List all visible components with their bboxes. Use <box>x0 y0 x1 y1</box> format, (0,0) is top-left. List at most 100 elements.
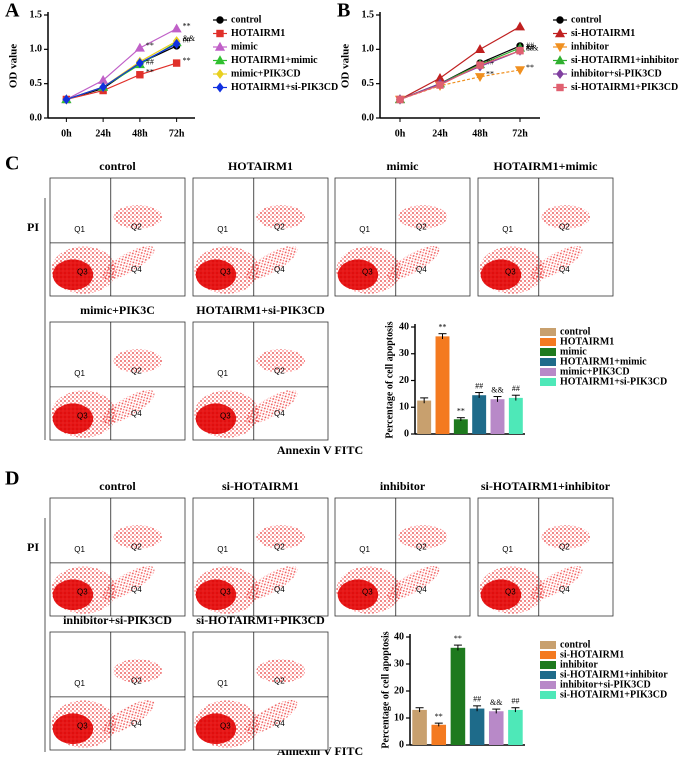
quadrant-label: Q4 <box>274 585 285 594</box>
significance-label: ** <box>486 70 494 79</box>
data-point <box>62 94 71 105</box>
significance-label: ** <box>435 712 443 721</box>
quadrant-label: Q4 <box>559 265 570 274</box>
legend-swatch <box>540 691 556 699</box>
data-point <box>516 47 524 55</box>
plot-title: inhibitor+si-PIK3CD <box>63 613 172 627</box>
cell-scatter <box>256 349 306 373</box>
cell-scatter <box>245 700 298 734</box>
legend-label: si-HOTAIRM1+inhibitor <box>571 55 679 66</box>
panel-label: B <box>337 0 350 22</box>
quadrant-label: Q4 <box>131 265 142 274</box>
quadrant-label: Q1 <box>217 369 228 378</box>
quadrant-label: Q2 <box>416 223 427 232</box>
legend-swatch <box>540 661 556 669</box>
legend-marker <box>216 68 224 80</box>
quadrant-label: Q4 <box>559 585 570 594</box>
significance-label: ## <box>183 35 191 44</box>
bar <box>450 647 466 745</box>
significance-label: ** <box>146 68 154 77</box>
quadrant-label: Q4 <box>274 265 285 274</box>
legend-label: HOTAIRM1 <box>560 336 614 347</box>
significance-label: ** <box>454 634 462 643</box>
legend-label: HOTAIRM1 <box>231 28 285 39</box>
quadrant-label: Q1 <box>359 545 370 554</box>
cell-scatter <box>102 566 155 600</box>
y-axis-label: Percentage of cell apoptosis <box>380 631 391 748</box>
cell-scatter <box>336 566 402 614</box>
cell-scatter <box>113 205 163 229</box>
data-point <box>396 95 404 104</box>
series-line <box>399 50 521 101</box>
significance-label: ** <box>457 407 465 416</box>
legend-label: control <box>560 326 591 337</box>
legend-label: mimic <box>231 41 258 52</box>
legend-label: si-HOTAIRM1 <box>560 649 624 660</box>
legend-label: HOTAIRM1+si-PIK3CD <box>560 376 667 387</box>
cell-scatter <box>398 205 448 229</box>
cell-scatter <box>387 246 440 280</box>
quadrant-label: Q2 <box>131 543 142 552</box>
data-point <box>99 82 107 93</box>
cell-scatter <box>51 566 117 614</box>
cell-scatter <box>256 525 306 549</box>
quadrant-label: Q3 <box>362 588 373 597</box>
quadrant-label: Q1 <box>74 225 85 234</box>
cell-scatter <box>398 525 448 549</box>
cell-scatter <box>102 390 155 424</box>
plot-title: si-HOTAIRM1+PIK3CD <box>196 613 325 627</box>
quadrant-label: Q3 <box>77 268 88 277</box>
quadrant-label: Q2 <box>274 223 285 232</box>
x-tick-label: 0h <box>395 128 406 139</box>
bar <box>508 709 523 745</box>
legend-swatch <box>540 368 556 376</box>
legend-marker <box>554 43 566 53</box>
bar <box>435 336 450 434</box>
data-point <box>514 21 526 31</box>
quadrant-label: Q1 <box>217 679 228 688</box>
x-tick-label: 72h <box>169 128 185 139</box>
quadrant-label: Q3 <box>220 412 231 421</box>
plot-title: HOTAIRM1+si-PIK3CD <box>196 303 325 317</box>
x-tick-label: 72h <box>512 128 528 139</box>
cell-scatter <box>113 349 163 373</box>
y-tick-label: 40 <box>399 321 409 332</box>
significance-label: ## <box>146 57 154 66</box>
significance-label: ## <box>512 384 520 393</box>
quadrant-label: Q3 <box>77 412 88 421</box>
y-tick-label: 0.5 <box>362 78 375 89</box>
series-line <box>66 43 177 101</box>
data-point <box>172 59 181 67</box>
y-tick-label: 40 <box>394 631 404 642</box>
y-axis-label: PI <box>27 220 39 234</box>
legend-label: si-HOTAIRM1+PIK3CD <box>560 689 667 700</box>
legend-label: HOTAIRM1+si-PIK3CD <box>231 82 338 93</box>
bar <box>417 400 432 434</box>
x-tick-label: 0h <box>61 128 72 139</box>
significance-label: ## <box>473 695 481 704</box>
bar <box>472 395 487 434</box>
bar <box>469 708 485 745</box>
cell-scatter <box>245 246 298 280</box>
bar <box>490 399 505 434</box>
quadrant-label: Q2 <box>274 367 285 376</box>
legend-label: HOTAIRM1+mimic <box>560 356 647 367</box>
cell-scatter <box>51 390 117 438</box>
y-axis-label: PI <box>27 540 39 554</box>
legend-label: si-HOTAIRM1+inhibitor <box>560 669 668 680</box>
significance-label: && <box>491 385 504 394</box>
x-tick-label: 48h <box>472 128 488 139</box>
y-axis-label: OD value <box>8 44 20 88</box>
significance-label: ## <box>475 381 483 390</box>
legend-marker <box>554 55 566 65</box>
y-tick-label: 0.5 <box>30 78 43 89</box>
cell-scatter <box>194 700 260 748</box>
y-tick-label: 0.0 <box>30 112 43 123</box>
series-line <box>66 62 177 101</box>
significance-label: && <box>526 44 539 53</box>
quadrant-label: Q2 <box>416 543 427 552</box>
quadrant-label: Q1 <box>217 225 228 234</box>
legend-swatch <box>540 651 556 659</box>
significance-label: ** <box>146 41 154 50</box>
